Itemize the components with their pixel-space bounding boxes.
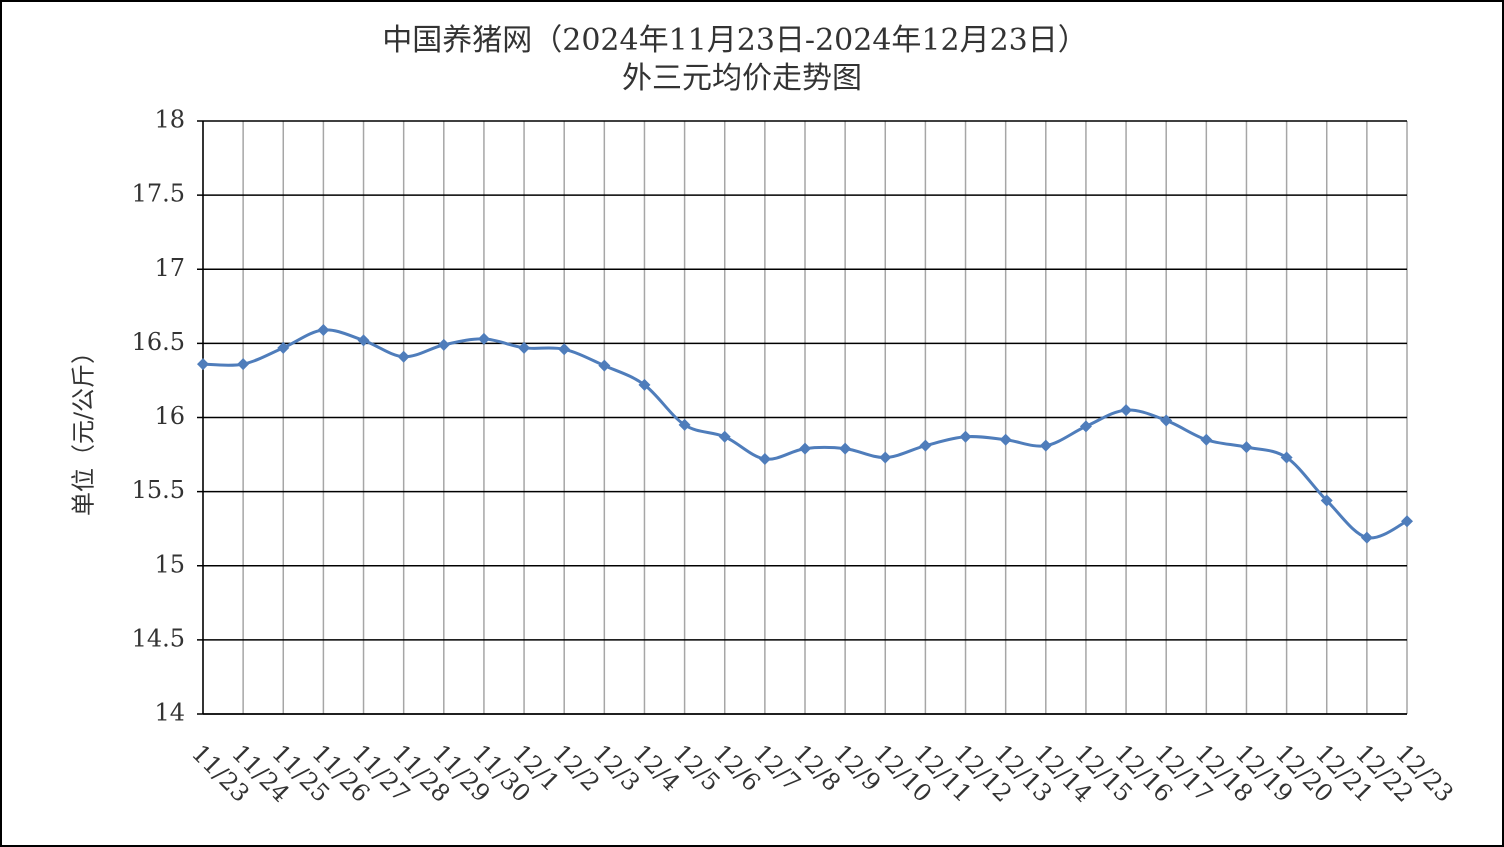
point xyxy=(357,334,370,347)
point xyxy=(317,324,330,337)
point xyxy=(1240,441,1253,454)
y-tick-label: 15.5 xyxy=(132,476,185,504)
point xyxy=(518,341,531,354)
y-tick-label: 16 xyxy=(154,402,185,430)
y-tick-label: 17.5 xyxy=(132,180,185,208)
point xyxy=(959,430,972,443)
point xyxy=(799,442,811,455)
point xyxy=(718,430,731,443)
point xyxy=(758,453,771,466)
point xyxy=(197,358,209,371)
y-tick-label: 15 xyxy=(154,550,185,578)
point xyxy=(919,439,932,452)
point xyxy=(999,433,1012,446)
point xyxy=(437,338,450,351)
point xyxy=(277,341,290,354)
y-tick-label: 14.5 xyxy=(132,624,185,652)
point xyxy=(1200,433,1213,446)
point xyxy=(397,350,410,363)
point xyxy=(1079,420,1092,433)
point xyxy=(839,442,852,455)
point xyxy=(598,359,611,372)
y-tick-label: 14 xyxy=(154,699,185,727)
y-axis-label: 单位（元/公斤） xyxy=(70,340,98,516)
point xyxy=(1160,414,1173,427)
point xyxy=(1320,494,1333,507)
y-tick-label: 17 xyxy=(154,254,185,282)
point xyxy=(678,418,691,431)
point xyxy=(638,378,651,391)
y-tick-label: 18 xyxy=(154,106,185,134)
point xyxy=(1360,531,1373,544)
point xyxy=(1280,451,1293,464)
point xyxy=(477,332,490,345)
point xyxy=(879,451,892,464)
chart-subtitle: 外三元均价走势图 xyxy=(622,61,862,96)
point xyxy=(1401,515,1413,528)
point xyxy=(1120,404,1133,417)
chart-title: 中国养猪网（2024年11月23日-2024年12月23日） xyxy=(382,23,1088,58)
y-tick-label: 16.5 xyxy=(132,328,185,356)
point xyxy=(1039,439,1052,452)
point xyxy=(558,343,571,356)
point xyxy=(237,358,250,371)
